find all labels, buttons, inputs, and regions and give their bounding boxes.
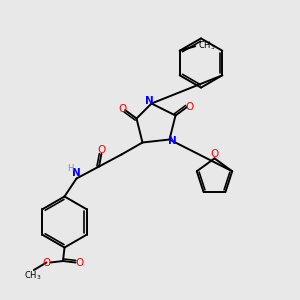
Text: O: O <box>118 104 126 115</box>
Text: O: O <box>75 257 84 268</box>
Text: CH$_3$: CH$_3$ <box>24 269 41 282</box>
Text: O: O <box>186 101 194 112</box>
Text: H: H <box>67 164 73 173</box>
Text: O: O <box>210 149 219 159</box>
Text: O: O <box>98 145 106 155</box>
Text: CH$_3$: CH$_3$ <box>198 40 215 52</box>
Text: N: N <box>167 136 176 146</box>
Text: O: O <box>42 257 51 268</box>
Text: N: N <box>145 96 154 106</box>
Text: N: N <box>72 168 81 178</box>
